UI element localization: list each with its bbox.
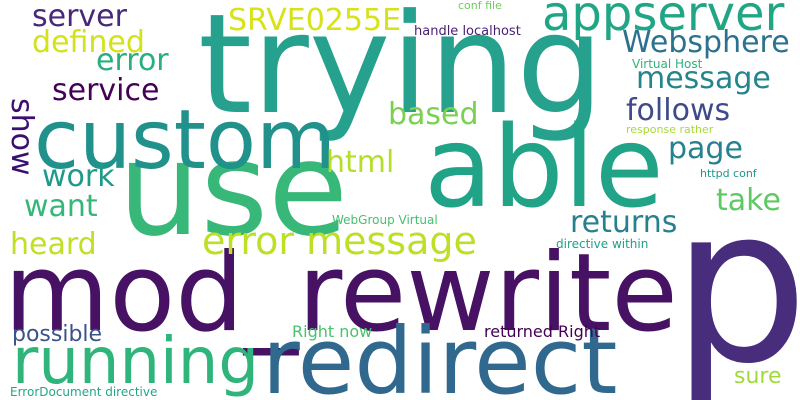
word-error: error [96,43,169,78]
word-service: service [52,73,160,108]
word-trying: trying [198,0,604,145]
word-show: show [4,98,39,176]
word-message: message [636,61,771,96]
word-returns: returns [570,205,678,240]
word-srve0255e: SRVE0255E [228,3,402,38]
word-response-rather: response rather [626,123,714,136]
word-websphere: Websphere [622,25,790,60]
word-httpd-conf: httpd conf [700,167,757,180]
word-based: based [388,97,479,132]
word-webgroup-virtual: WebGroup Virtual [332,213,438,227]
word-directive-within: directive within [556,237,649,251]
word-returned-right: returned Right [484,322,601,341]
word-error-message: error message [202,219,477,263]
word-appserver: appserver [542,0,785,42]
word-use: use [118,113,349,265]
word-work: work [42,159,115,194]
word-handle-localhost: handle localhost [414,24,521,39]
word-want: want [24,189,98,224]
word-running: running [12,325,259,399]
word-page: page [668,131,743,166]
word-able: able [424,103,664,233]
word-follows: follows [626,93,731,128]
word-errordocument-directive: ErrorDocument directive [10,385,158,399]
word-server: server [32,0,127,34]
word-sure: sure [734,364,782,389]
word-p: p [672,160,800,400]
word-take: take [716,183,781,218]
word-heard: heard [10,227,97,262]
word-conf-file: conf file [458,0,502,12]
word-custom: custom [34,93,336,188]
word-redirect: redirect [262,308,618,400]
word-possible: possible [12,322,103,347]
word-right-now: Right now [292,322,373,341]
word-virtual-host: Virtual Host [632,57,703,71]
word-html: html [326,145,395,180]
word-mod-rewrite: mod_rewrite [4,231,678,356]
word-defined: defined [32,25,145,60]
